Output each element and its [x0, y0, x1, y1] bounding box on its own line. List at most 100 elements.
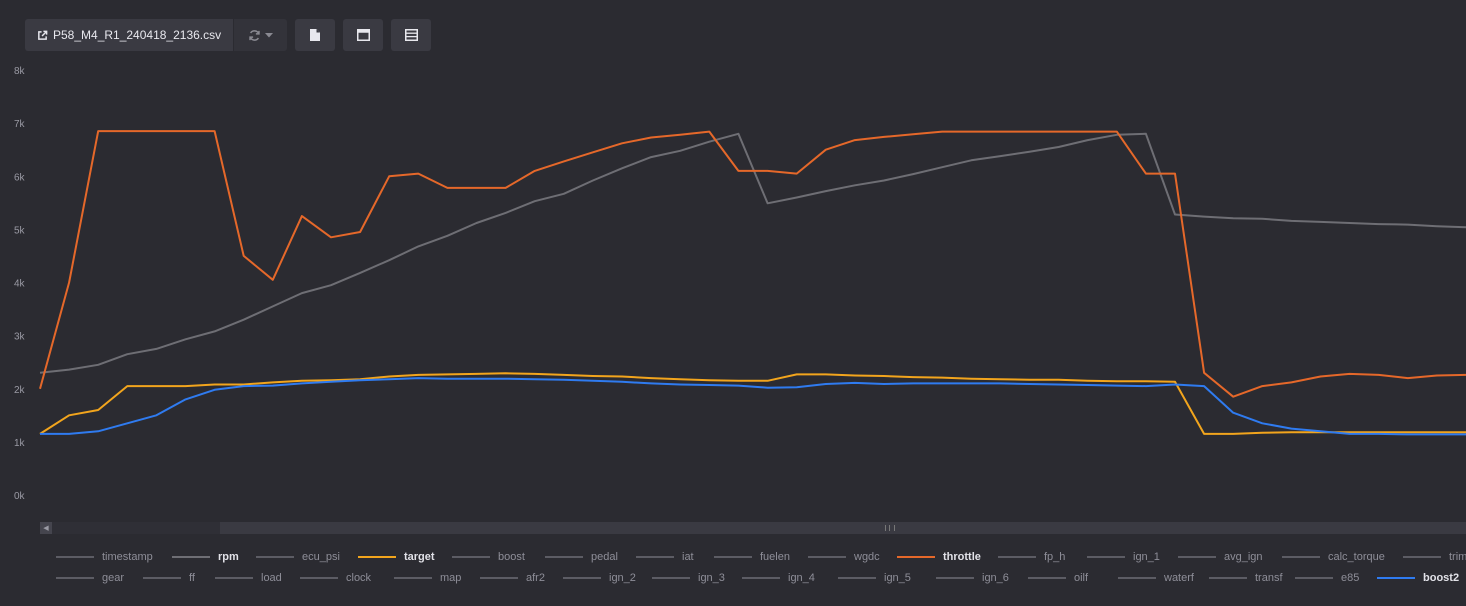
- legend-label: rpm: [218, 551, 239, 563]
- refresh-icon: [249, 29, 260, 41]
- legend-swatch: [897, 556, 935, 558]
- legend-label: fuelen: [760, 551, 790, 563]
- legend-swatch: [1282, 556, 1320, 558]
- legend-swatch: [808, 556, 846, 558]
- legend-item-wgdc[interactable]: wgdc: [808, 549, 880, 565]
- legend-item-boost2[interactable]: boost2: [1377, 570, 1459, 586]
- legend-item-ign_3[interactable]: ign_3: [652, 570, 725, 586]
- legend-swatch: [1178, 556, 1216, 558]
- file-name-label: P58_M4_R1_240418_2136.csv: [53, 28, 222, 42]
- legend-swatch: [56, 577, 94, 579]
- legend-label: afr2: [526, 572, 545, 584]
- y-tick-label: 7k: [14, 119, 26, 130]
- legend-label: boost: [498, 551, 525, 563]
- line-chart[interactable]: 0k 1k 2k 3k 4k 5k 6k 7k 8k: [0, 0, 1466, 520]
- legend-item-oilf[interactable]: oilf: [1028, 570, 1088, 586]
- legend-item-ign_1[interactable]: ign_1: [1087, 549, 1160, 565]
- legend-item-transf[interactable]: transf: [1209, 570, 1283, 586]
- legend-item-ign_6[interactable]: ign_6: [936, 570, 1009, 586]
- legend-label: ign_6: [982, 572, 1009, 584]
- legend-item-calc_torque[interactable]: calc_torque: [1282, 549, 1385, 565]
- legend-swatch: [936, 577, 974, 579]
- legend-swatch: [480, 577, 518, 579]
- file-name-button[interactable]: P58_M4_R1_240418_2136.csv: [25, 19, 234, 51]
- legend-label: throttle: [943, 551, 981, 563]
- legend-item-boost[interactable]: boost: [452, 549, 525, 565]
- legend-item-ign_4[interactable]: ign_4: [742, 570, 815, 586]
- legend-item-throttle[interactable]: throttle: [897, 549, 981, 565]
- legend-swatch: [172, 556, 210, 558]
- legend-label: waterf: [1164, 572, 1194, 584]
- file-button[interactable]: [295, 19, 336, 51]
- legend-swatch: [1087, 556, 1125, 558]
- legend-label: ign_4: [788, 572, 815, 584]
- legend-item-iat[interactable]: iat: [636, 549, 694, 565]
- legend-item-avg_ign[interactable]: avg_ign: [1178, 549, 1263, 565]
- legend-swatch: [1403, 556, 1441, 558]
- scroll-left-button[interactable]: ◀: [40, 522, 52, 534]
- legend-label: transf: [1255, 572, 1283, 584]
- file-icon: [310, 29, 321, 41]
- legend-swatch: [394, 577, 432, 579]
- legend-label: ign_5: [884, 572, 911, 584]
- list-layout-button[interactable]: [391, 19, 432, 51]
- legend-item-ff[interactable]: ff: [143, 570, 195, 586]
- refresh-dropdown-button[interactable]: [233, 19, 288, 51]
- legend-label: trim: [1449, 551, 1466, 563]
- y-tick-label: 2k: [14, 385, 26, 396]
- legend-label: calc_torque: [1328, 551, 1385, 563]
- legend-swatch: [1377, 577, 1415, 579]
- series-line-target: [39, 372, 1466, 435]
- legend-item-fp_h[interactable]: fp_h: [998, 549, 1065, 565]
- legend-item-ign_2[interactable]: ign_2: [563, 570, 636, 586]
- legend-item-e85[interactable]: e85: [1295, 570, 1359, 586]
- scroll-grip-icon[interactable]: [885, 525, 895, 531]
- series-line-rpm: [39, 132, 1466, 374]
- legend-label: ff: [189, 572, 195, 584]
- legend-swatch: [358, 556, 396, 558]
- legend-label: target: [404, 551, 435, 563]
- legend-item-clock[interactable]: clock: [300, 570, 371, 586]
- legend-label: ecu_psi: [302, 551, 340, 563]
- legend-item-map[interactable]: map: [394, 570, 461, 586]
- legend-label: e85: [1341, 572, 1360, 584]
- y-tick-label: 8k: [14, 66, 26, 77]
- legend-swatch: [998, 556, 1036, 558]
- legend-item-ecu_psi[interactable]: ecu_psi: [256, 549, 340, 565]
- legend-item-fuelen[interactable]: fuelen: [714, 549, 790, 565]
- legend-label: ign_1: [1133, 551, 1160, 563]
- legend-label: timestamp: [102, 551, 153, 563]
- y-tick-label: 1k: [14, 438, 26, 449]
- legend-swatch: [652, 577, 690, 579]
- horizontal-scrollbar[interactable]: ◀: [40, 522, 1466, 534]
- legend-item-afr2[interactable]: afr2: [480, 570, 545, 586]
- legend-swatch: [714, 556, 752, 558]
- legend-item-pedal[interactable]: pedal: [545, 549, 618, 565]
- legend-swatch: [1118, 577, 1156, 579]
- y-tick-label: 4k: [14, 279, 26, 290]
- external-link-icon: [38, 30, 48, 40]
- legend-swatch: [1295, 577, 1333, 579]
- legend-label: boost2: [1423, 572, 1460, 584]
- legend-item-load[interactable]: load: [215, 570, 282, 586]
- y-tick-label: 5k: [14, 225, 26, 236]
- legend-item-trim[interactable]: trim: [1403, 549, 1466, 565]
- y-tick-label: 0k: [14, 491, 26, 502]
- legend-item-ign_5[interactable]: ign_5: [838, 570, 911, 586]
- legend-label: wgdc: [854, 551, 880, 563]
- legend-swatch: [545, 556, 583, 558]
- panel-layout-button[interactable]: [343, 19, 384, 51]
- legend-item-rpm[interactable]: rpm: [172, 549, 239, 565]
- legend-label: gear: [102, 572, 125, 584]
- y-tick-label: 3k: [14, 332, 26, 343]
- legend-item-target[interactable]: target: [358, 549, 435, 565]
- legend-item-timestamp[interactable]: timestamp: [56, 549, 153, 565]
- legend-swatch: [1028, 577, 1066, 579]
- legend-swatch: [256, 556, 294, 558]
- legend-item-gear[interactable]: gear: [56, 570, 124, 586]
- legend-swatch: [300, 577, 338, 579]
- scroll-track[interactable]: [52, 522, 220, 534]
- y-axis: 0k 1k 2k 3k 4k 5k 6k 7k 8k: [14, 66, 26, 502]
- legend-label: load: [261, 572, 282, 584]
- legend-item-waterf[interactable]: waterf: [1118, 570, 1194, 586]
